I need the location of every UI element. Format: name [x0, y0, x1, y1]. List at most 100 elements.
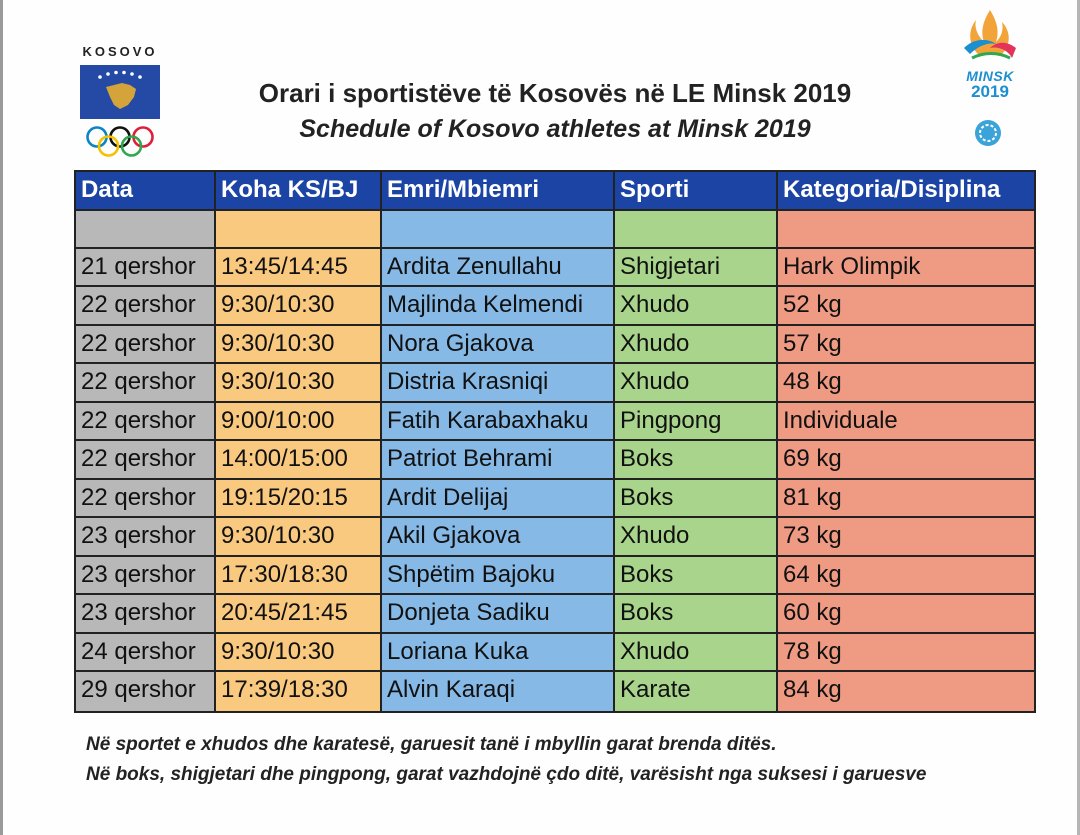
cell-name: Akil Gjakova: [382, 518, 615, 555]
cell-date: 22 qershor: [76, 441, 216, 478]
cell-date: 22 qershor: [76, 325, 216, 362]
cell-time: 17:30/18:30: [216, 556, 382, 593]
cell-sport: Boks: [615, 479, 778, 516]
cell-date: 23 qershor: [76, 595, 216, 632]
table-row: 22 qershor 9:30/10:30 Distria Krasniqi Xhud…: [76, 364, 1034, 403]
cell-category: 69 kg: [778, 441, 1034, 478]
footnote: Në sportet e xhudos dhe karatesë, garues…: [86, 730, 1016, 790]
footnote-line-2: Në boks, shigjetari dhe pingpong, garat …: [86, 764, 927, 785]
empty-cell: [216, 210, 382, 247]
title-albanian: Orari i sportistëve të Kosovës në LE Min…: [258, 78, 852, 108]
table-row: 23 qershor 20:45/21:45 Donjeta Sadiku Boks 6…: [76, 595, 1034, 634]
cell-time: 9:30/10:30: [216, 325, 382, 362]
cell-name: Ardita Zenullahu: [382, 248, 615, 285]
right-border: [1077, 0, 1080, 835]
empty-row: [76, 210, 1034, 249]
cell-time: 13:45/14:45: [216, 248, 382, 285]
cell-date: 21 qershor: [76, 248, 216, 285]
table-row: 23 qershor 17:30/18:30 Shpëtim Bajoku Boks 6…: [76, 556, 1034, 595]
kosovo-flag-icon: [80, 65, 160, 119]
cell-category: 73 kg: [778, 518, 1034, 555]
cell-name: Patriot Behrami: [382, 441, 615, 478]
cell-time: 9:30/10:30: [216, 633, 382, 670]
kosovo-logo-word: KOSOVO: [82, 44, 158, 59]
cell-category: 60 kg: [778, 595, 1034, 632]
cell-name: Nora Gjakova: [382, 325, 615, 362]
cell-time: 20:45/21:45: [216, 595, 382, 632]
cell-date: 22 qershor: [76, 287, 216, 324]
cell-time: 9:00/10:00: [216, 402, 382, 439]
cell-sport: Boks: [615, 595, 778, 632]
cell-category: 57 kg: [778, 325, 1034, 362]
cell-category: 64 kg: [778, 556, 1034, 593]
cell-name: Fatih Karabaxhaku: [382, 402, 615, 439]
cell-name: Loriana Kuka: [382, 633, 615, 670]
cell-category: 48 kg: [778, 364, 1034, 401]
cell-date: 22 qershor: [76, 479, 216, 516]
minsk-2019-logo: MINSK 2019: [950, 8, 1030, 153]
table-row: 23 qershor 9:30/10:30 Akil Gjakova Xhudo 73 …: [76, 518, 1034, 557]
cell-time: 9:30/10:30: [216, 364, 382, 401]
emblem-icon: [975, 120, 1001, 146]
table-row: 21 qershor 13:45/14:45 Ardita Zenullahu Shi…: [76, 248, 1034, 287]
cell-date: 23 qershor: [76, 556, 216, 593]
flame-icon: [964, 10, 1016, 60]
cell-category: 81 kg: [778, 479, 1034, 516]
header-date: Data: [76, 172, 216, 209]
empty-cell: [615, 210, 778, 247]
cell-sport: Xhudo: [615, 518, 778, 555]
table-row: 24 qershor 9:30/10:30 Loriana Kuka Xhudo 78 …: [76, 633, 1034, 672]
cell-category: Hark Olimpik: [778, 248, 1034, 285]
cell-date: 24 qershor: [76, 633, 216, 670]
cell-sport: Pingpong: [615, 402, 778, 439]
table-row: 29 qershor 17:39/18:30 Alvin Karaqi Karate 8…: [76, 672, 1034, 711]
header-name: Emri/Mbiemri: [382, 172, 615, 209]
cell-sport: Boks: [615, 441, 778, 478]
kosovo-olympic-logo: KOSOVO: [78, 44, 162, 159]
cell-time: 14:00/15:00: [216, 441, 382, 478]
olympic-rings-icon: [86, 126, 154, 157]
title-english: Schedule of Kosovo athletes at Minsk 201…: [299, 115, 811, 143]
table-row: 22 qershor 14:00/15:00 Patriot Behrami Boks…: [76, 441, 1034, 480]
header-category: Kategoria/Disiplina: [778, 172, 1034, 209]
schedule-table: Data Koha KS/BJ Emri/Mbiemri Sporti Kate…: [74, 170, 1036, 713]
minsk-logo-year: 2019: [971, 82, 1009, 101]
footnote-line-1: Në sportet e xhudos dhe karatesë, garues…: [86, 734, 777, 755]
table-header-row: Data Koha KS/BJ Emri/Mbiemri Sporti Kate…: [76, 172, 1034, 211]
empty-cell: [382, 210, 615, 247]
cell-name: Donjeta Sadiku: [382, 595, 615, 632]
empty-cell: [76, 210, 216, 247]
cell-category: 52 kg: [778, 287, 1034, 324]
cell-name: Alvin Karaqi: [382, 672, 615, 711]
empty-cell: [778, 210, 1034, 247]
cell-category: 78 kg: [778, 633, 1034, 670]
cell-time: 9:30/10:30: [216, 518, 382, 555]
cell-name: Majlinda Kelmendi: [382, 287, 615, 324]
header-sport: Sporti: [615, 172, 778, 209]
cell-date: 23 qershor: [76, 518, 216, 555]
cell-name: Distria Krasniqi: [382, 364, 615, 401]
cell-sport: Shigjetari: [615, 248, 778, 285]
header-time: Koha KS/BJ: [216, 172, 382, 209]
cell-sport: Karate: [615, 672, 778, 711]
cell-sport: Xhudo: [615, 364, 778, 401]
cell-time: 19:15/20:15: [216, 479, 382, 516]
table-row: 22 qershor 9:00/10:00 Fatih Karabaxhaku Pin…: [76, 402, 1034, 441]
cell-sport: Xhudo: [615, 325, 778, 362]
table-row: 22 qershor 9:30/10:30 Majlinda Kelmendi Xhu…: [76, 287, 1034, 326]
cell-sport: Xhudo: [615, 287, 778, 324]
left-border: [0, 0, 3, 835]
table-row: 22 qershor 9:30/10:30 Nora Gjakova Xhudo 57 …: [76, 325, 1034, 364]
cell-sport: Boks: [615, 556, 778, 593]
cell-time: 9:30/10:30: [216, 287, 382, 324]
cell-date: 22 qershor: [76, 402, 216, 439]
cell-sport: Xhudo: [615, 633, 778, 670]
cell-date: 22 qershor: [76, 364, 216, 401]
cell-name: Shpëtim Bajoku: [382, 556, 615, 593]
cell-date: 29 qershor: [76, 672, 216, 711]
table-row: 22 qershor 19:15/20:15 Ardit Delijaj Boks 81…: [76, 479, 1034, 518]
minsk-logo-word: MINSK: [966, 68, 1014, 84]
cell-time: 17:39/18:30: [216, 672, 382, 711]
cell-category: Individuale: [778, 402, 1034, 439]
cell-name: Ardit Delijaj: [382, 479, 615, 516]
